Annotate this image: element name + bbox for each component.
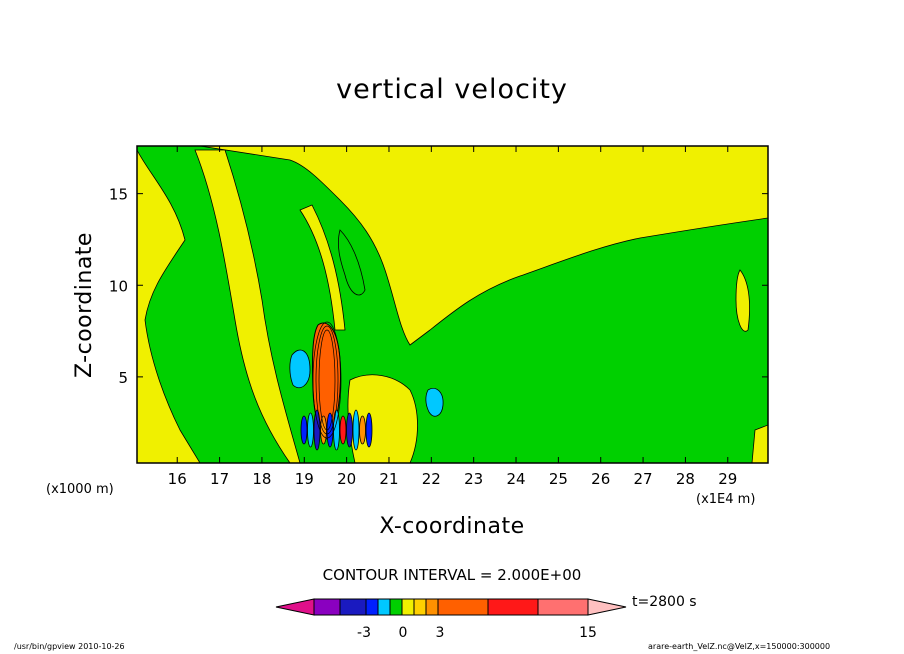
positive-region-right — [735, 269, 750, 332]
colorbar-segment — [413, 598, 427, 616]
colorbar-segment — [425, 598, 439, 616]
x-tick-label: 26 — [591, 470, 610, 488]
colorbar-segment — [389, 598, 403, 616]
x-tick-label: 19 — [295, 470, 314, 488]
downdraft-left — [289, 349, 311, 389]
contour-interval-label: CONTOUR INTERVAL = 2.000E+00 — [322, 566, 582, 584]
contour-line — [315, 325, 339, 435]
footer-left: /usr/bin/gpview 2010-10-26 — [14, 642, 125, 651]
negative-region-island — [337, 229, 366, 296]
y-tick-label: 15 — [109, 186, 128, 204]
colorbar-tick-label: -3 — [357, 625, 371, 641]
y-axis-label: Z-coordinate — [72, 232, 97, 378]
colorbar: -3 0 3 15 — [275, 598, 627, 641]
contour-line — [312, 321, 342, 439]
x-tick-label: 22 — [422, 470, 441, 488]
x-axis-unit-left: (x1000 m) — [46, 482, 114, 497]
convective-cell — [307, 412, 314, 448]
positive-region-band — [194, 149, 301, 463]
plot-frame — [136, 145, 769, 464]
positive-region-right — [751, 424, 768, 463]
convective-cell — [339, 415, 347, 445]
x-tick-label: 29 — [718, 470, 737, 488]
x-tick-label: 20 — [337, 470, 356, 488]
downdraft-right — [425, 388, 444, 417]
colorbar-tick-label: 0 — [399, 625, 408, 641]
velocity-field — [137, 146, 768, 463]
x-axis-unit-right: (x1E4 m) — [696, 492, 756, 507]
convective-cells — [300, 409, 373, 451]
y-tick-label: 10 — [109, 277, 128, 295]
convective-cell — [352, 409, 360, 451]
positive-region-band — [299, 204, 346, 331]
x-tick-label: 28 — [676, 470, 695, 488]
colorbar-tick-label: 15 — [579, 625, 597, 641]
colorbar-segment — [437, 598, 489, 616]
x-tick-label: 21 — [379, 470, 398, 488]
y-tick-label: 5 — [118, 369, 128, 387]
colorbar-segment — [377, 598, 391, 616]
colorbar-segment — [401, 598, 415, 616]
x-tick-label: 24 — [506, 470, 525, 488]
colorbar-segment — [275, 598, 315, 616]
time-label: t=2800 s — [632, 594, 697, 610]
x-tick-label: 17 — [210, 470, 229, 488]
contour-line — [318, 329, 336, 431]
x-tick-label: 25 — [549, 470, 568, 488]
x-axis-ticks: 16 17 18 19 20 21 22 23 24 25 26 27 28 29 — [168, 146, 737, 488]
x-axis-label: X-coordinate — [379, 514, 525, 539]
colorbar-tick-label: 3 — [436, 625, 445, 641]
x-tick-label: 16 — [168, 470, 187, 488]
convective-cell — [346, 412, 353, 448]
positive-region-upper — [137, 146, 768, 346]
positive-region-left — [137, 149, 201, 463]
colorbar-segment — [313, 598, 341, 616]
colorbar-segment — [537, 598, 589, 616]
convective-cell — [359, 415, 366, 445]
chart-title: vertical velocity — [336, 74, 568, 105]
colorbar-segment — [365, 598, 379, 616]
x-tick-label: 27 — [634, 470, 653, 488]
convective-cell — [320, 415, 327, 445]
x-tick-label: 18 — [252, 470, 271, 488]
colorbar-segment — [587, 598, 627, 616]
x-tick-label: 23 — [464, 470, 483, 488]
colorbar-segment — [339, 598, 367, 616]
convective-cell — [300, 415, 308, 445]
footer-right: arare-earth_VelZ.nc@VelZ,x=150000:300000 — [648, 642, 831, 651]
y-axis-ticks: 5 10 15 — [109, 186, 768, 387]
colorbar-segment — [487, 598, 539, 616]
convective-cell — [365, 412, 373, 448]
